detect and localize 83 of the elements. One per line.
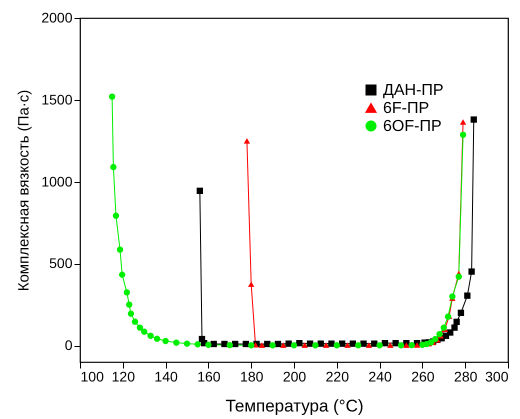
point <box>458 310 464 316</box>
point <box>398 342 404 348</box>
x-tick-label: 200 <box>282 368 306 384</box>
point <box>232 340 238 348</box>
x-tick-label: 140 <box>154 368 178 384</box>
x-tick-label: 100 <box>80 368 104 384</box>
point <box>116 246 124 253</box>
x-tick-label: 160 <box>197 368 221 384</box>
point <box>154 336 160 342</box>
x-tick-label: 280 <box>454 368 478 384</box>
point <box>162 338 169 344</box>
point <box>432 336 438 342</box>
x-tick-label: 240 <box>368 368 392 384</box>
point <box>290 342 298 348</box>
point <box>110 164 117 170</box>
point <box>371 340 378 347</box>
point <box>464 292 471 299</box>
point <box>126 302 132 308</box>
point <box>226 342 233 348</box>
point <box>108 93 116 100</box>
point <box>244 138 250 144</box>
point <box>360 340 367 347</box>
y-tick-label: 2000 <box>41 10 73 26</box>
point <box>136 324 144 331</box>
point <box>451 324 458 331</box>
y-tick-label: 1000 <box>41 173 73 190</box>
x-tick-label: 300 <box>485 368 509 384</box>
point <box>328 340 335 347</box>
point <box>280 342 286 348</box>
point <box>344 342 351 348</box>
point <box>312 342 319 348</box>
y-tick-label: 0 <box>64 337 73 354</box>
x-axis-title: Температура (°C) <box>225 396 364 416</box>
point <box>302 342 308 348</box>
point <box>306 340 314 347</box>
point <box>196 188 204 194</box>
x-tick-label: 120 <box>112 368 136 384</box>
point <box>366 342 372 348</box>
point <box>440 324 447 331</box>
point <box>269 342 276 348</box>
point <box>248 342 254 348</box>
x-tick-label: 220 <box>326 368 350 384</box>
point <box>132 318 138 325</box>
point <box>318 340 324 347</box>
point <box>322 342 330 348</box>
point <box>124 289 130 296</box>
point <box>453 318 460 326</box>
point <box>258 342 266 348</box>
point <box>387 342 394 348</box>
point <box>184 340 190 347</box>
point <box>334 342 340 348</box>
legend-label: 6F-ПР <box>383 100 430 117</box>
point <box>470 116 477 123</box>
point <box>205 342 212 348</box>
point <box>408 342 415 348</box>
point <box>141 328 148 335</box>
point <box>392 340 399 346</box>
point <box>296 340 303 346</box>
y-tick-label: 1500 <box>41 91 73 108</box>
point <box>194 341 201 348</box>
point <box>338 340 346 347</box>
point <box>355 342 362 348</box>
point <box>382 340 388 346</box>
legend-label: ДАН-ПР <box>383 82 444 99</box>
x-tick-label: 180 <box>240 368 264 384</box>
x-tick-label: 260 <box>411 368 435 384</box>
point <box>242 340 250 348</box>
point <box>285 340 292 347</box>
point <box>350 340 356 347</box>
y-tick-label: 500 <box>49 255 73 272</box>
point <box>456 274 462 280</box>
point <box>376 342 383 348</box>
point <box>118 272 126 278</box>
point <box>468 268 475 275</box>
y-axis-title: Комплексная вязкость (Па·с) <box>15 90 32 292</box>
point <box>460 119 466 125</box>
point <box>173 340 180 346</box>
point <box>112 212 120 219</box>
point <box>460 132 466 138</box>
point <box>128 310 134 317</box>
point <box>147 332 154 339</box>
legend-label: 6OF-ПР <box>383 118 442 135</box>
point <box>436 330 443 338</box>
